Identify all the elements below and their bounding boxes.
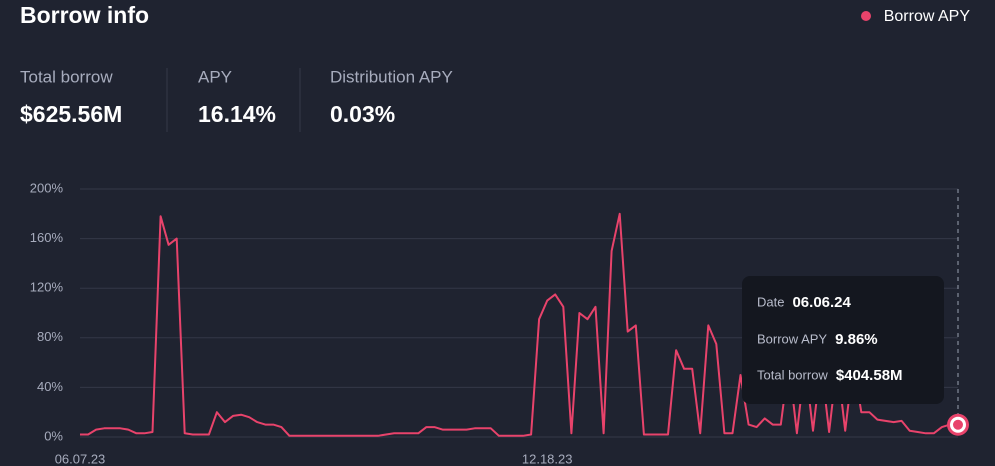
tooltip (742, 276, 944, 404)
legend-swatch (861, 11, 871, 21)
x-tick-label: 12.18.23 (522, 451, 573, 466)
y-tick-label: 40% (37, 379, 63, 394)
tooltip-value: 9.86% (835, 331, 878, 348)
chart-title: Borrow info (20, 2, 149, 28)
x-tick-label: 06.07.23 (55, 451, 106, 466)
y-tick-label: 0% (44, 428, 63, 443)
stat-label: Distribution APY (330, 67, 453, 86)
y-tick-label: 200% (30, 180, 64, 195)
y-tick-label: 120% (30, 280, 64, 295)
tooltip-label: Total borrow (757, 367, 828, 382)
y-tick-label: 160% (30, 230, 64, 245)
legend-label: Borrow APY (884, 8, 971, 25)
tooltip-value: 06.06.24 (792, 294, 851, 311)
stat-label: APY (198, 67, 232, 86)
series-line (80, 212, 959, 437)
stat-value: 16.14% (198, 101, 276, 127)
stat-value: $625.56M (20, 101, 122, 127)
tooltip-label: Date (757, 294, 784, 309)
hover-marker-core (953, 419, 963, 430)
tooltip-label: Borrow APY (757, 331, 827, 346)
y-tick-label: 80% (37, 329, 63, 344)
stat-value: 0.03% (330, 101, 395, 127)
stat-label: Total borrow (20, 67, 113, 86)
tooltip-value: $404.58M (836, 367, 903, 384)
